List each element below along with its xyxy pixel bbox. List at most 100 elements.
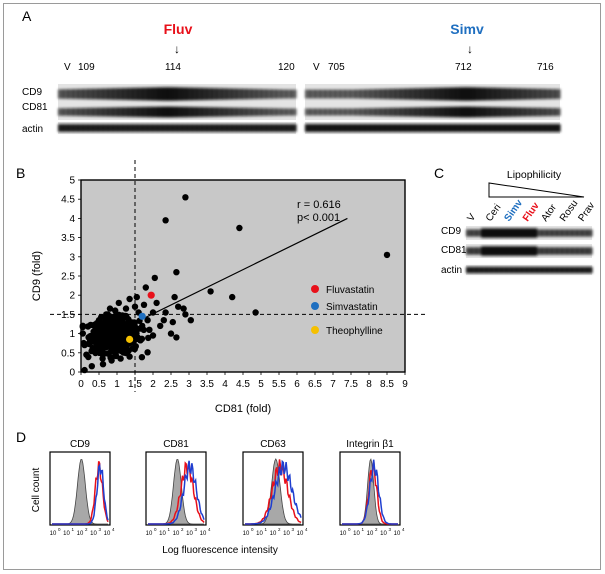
panel-c-blots <box>466 226 593 275</box>
blot-a-right-cd9-band <box>415 88 421 100</box>
blot-a-left-cd9-band <box>147 87 153 101</box>
simv-lane-716: 716 <box>537 62 554 73</box>
panel-d: D Cell count Log fluorescence intensity … <box>16 429 405 556</box>
blot-a-left-cd81-band <box>167 106 173 118</box>
blot-a-left-actin-band <box>167 124 173 132</box>
blot-a-left-cd9-band <box>241 88 248 100</box>
y-tick-label: 3 <box>69 252 75 263</box>
blot-a-left-actin-band <box>221 124 228 132</box>
blot-a-left-actin-band <box>172 124 178 132</box>
data-point <box>81 341 88 349</box>
data-point <box>96 329 103 337</box>
blot-a-right-cd81-band <box>480 106 486 118</box>
data-point <box>182 194 189 201</box>
blot-a-right-cd9-band <box>410 88 416 100</box>
blot-a-left-cd81-band <box>172 106 178 118</box>
legend-fluvastatin-marker <box>311 285 319 293</box>
data-point <box>99 355 106 362</box>
data-point <box>81 366 88 374</box>
y-tick-label: 1 <box>69 329 75 340</box>
data-point <box>144 349 151 356</box>
data-point <box>139 322 146 330</box>
flow-tick-exponent: 2 <box>85 527 88 532</box>
fluv-label: Fluv <box>164 21 193 37</box>
blot-a-right-cd9-band <box>455 87 461 101</box>
data-point <box>108 357 115 364</box>
data-point <box>173 269 180 276</box>
data-point <box>95 317 103 324</box>
blot-a-right-actin-band <box>325 124 331 132</box>
lane-label-simv: Simv <box>502 197 525 223</box>
blot-a-left-cd81-band <box>231 107 238 117</box>
blot-a-left-cd9-band <box>162 87 168 101</box>
blot-a-left-actin-band <box>87 124 94 132</box>
blot-a-right-cd81-band <box>380 107 386 117</box>
blot-a-right-cd9-band <box>465 87 471 101</box>
blot-c-row-cd9: CD9 <box>441 226 461 237</box>
blot-a-left-cd81-band <box>127 107 133 117</box>
blot-a-right-cd9-band <box>330 89 336 99</box>
blot-a-right-cd81-band <box>305 108 311 116</box>
blot-c-cd81-band <box>516 246 523 256</box>
blot-a-left-cd81-band <box>92 107 99 117</box>
blot-a-left-actin-band <box>152 124 158 132</box>
blot-c-cd81-band <box>501 246 507 256</box>
blot-c-cd81-band <box>511 246 517 256</box>
blot-a-left-actin-band <box>286 124 292 132</box>
blot-c-cd81-band <box>571 247 578 255</box>
flow-x-label: Log fluorescence intensity <box>162 545 278 556</box>
blot-a-right-cd81-band <box>515 107 521 117</box>
blot-c-actin-bands <box>466 266 593 274</box>
data-point <box>83 351 90 358</box>
blot-a-right-cd9-band <box>430 87 436 101</box>
blot-a-left-cd9-band <box>221 88 228 100</box>
panel-b: B 0 0.5 1 1.5 2 2.5 3 3.5 4 4.5 5 5.5 6 6.5 7 7.5 8 8.5 90… <box>16 160 425 415</box>
data-point <box>131 303 139 310</box>
blot-a-right-cd9-band <box>420 88 426 100</box>
blot-c-cd9-band <box>496 228 502 238</box>
blot-a-left-actin-band <box>191 124 198 132</box>
x-tick-label: 7 <box>330 379 336 390</box>
blot-a-left-cd9-band <box>266 89 272 99</box>
blot-a-right-cd81-band <box>510 107 516 117</box>
data-point <box>126 295 133 303</box>
y-tick-label: 2.5 <box>61 272 75 283</box>
blot-c-cd9-band <box>501 228 507 238</box>
blot-a-left-cd81-band <box>286 108 292 116</box>
blot-a-right-actin-band <box>305 124 311 132</box>
data-point <box>129 327 136 334</box>
data-point <box>123 347 131 354</box>
blot-a-right-cd81-band <box>455 106 461 118</box>
data-point <box>140 301 148 308</box>
blot-a-left-actin-band <box>181 124 188 132</box>
blot-a-right-cd81-band <box>415 107 421 117</box>
blot-a-right-cd81-band <box>450 106 456 118</box>
blot-c-actin-band <box>471 266 477 274</box>
blot-c-actin-band <box>576 266 583 274</box>
blot-a-left-cd9-band <box>117 88 124 100</box>
blot-a-left-cd9-bands <box>58 87 297 101</box>
flow-tick-exponent: 2 <box>278 527 281 532</box>
blot-c-actin-band <box>476 266 482 274</box>
flow-title-3: Integrin β1 <box>346 439 394 450</box>
blot-a-right-actin-band <box>450 124 456 132</box>
blot-a-left-actin-band <box>117 124 124 132</box>
blot-a-right-cd81-band <box>420 107 426 117</box>
y-tick-label: 4.5 <box>61 195 75 206</box>
lipophilicity-wedge <box>488 182 585 198</box>
blot-a-left-cd9-band <box>181 87 188 101</box>
blot-a-right-cd9-band <box>525 88 531 100</box>
blot-a-left-cd81-band <box>206 107 213 117</box>
figure-frame <box>3 3 601 570</box>
flow-tick-label: 10 <box>394 531 401 537</box>
blot-a-right-actin-band <box>390 124 396 132</box>
x-axis-title: CD81 (fold) <box>215 403 271 415</box>
blot-c-actin-band <box>561 266 568 274</box>
data-point <box>167 330 175 337</box>
fluv-lane-109: 109 <box>78 62 95 73</box>
blot-a-right-cd81-band <box>345 108 351 116</box>
blot-a-right-cd81-band <box>495 107 501 117</box>
blot-a-right-cd81-band <box>505 107 511 117</box>
blot-a-right-actin-band <box>380 124 386 132</box>
flow-tick-label: 10 <box>243 531 250 537</box>
